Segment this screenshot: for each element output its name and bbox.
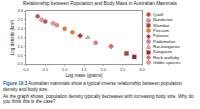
svg-text:1.0: 1.0	[62, 67, 68, 72]
svg-text:1.5: 1.5	[18, 35, 24, 40]
html-text:Potoroo: Potoroo	[153, 33, 169, 39]
svg-text:Log mass (grams): Log mass (grams)	[65, 73, 102, 78]
svg-text:0.0: 0.0	[23, 67, 29, 72]
svg-text:1.5: 1.5	[81, 67, 87, 72]
html-text:Wombat: Wombat	[153, 22, 170, 28]
svg-text:Log density (km²): Log density (km²)	[10, 19, 15, 55]
svg-text:2.5: 2.5	[18, 17, 24, 22]
svg-text:0.5: 0.5	[18, 53, 24, 58]
svg-text:2.5: 2.5	[120, 67, 126, 72]
html-text:As the graph shows, population: As the graph shows, population density t…	[3, 93, 194, 105]
svg-text:2.0: 2.0	[101, 67, 107, 72]
html-text:Kangaroo: Kangaroo	[153, 49, 172, 55]
html-text:Rock-wallaby: Rock-wallaby	[153, 54, 180, 60]
svg-text:3.0: 3.0	[18, 8, 24, 13]
svg-text:2.0: 2.0	[18, 26, 24, 31]
html-text:Possum: Possum	[153, 28, 169, 33]
html-text:Pademelon: Pademelon	[153, 38, 176, 44]
svg-text:0.0: 0.0	[18, 61, 24, 66]
svg-text:0.5: 0.5	[43, 67, 49, 72]
svg-text:1.0: 1.0	[18, 44, 24, 49]
html-text:Glider species: Glider species	[153, 60, 181, 66]
html-text:Quoll: Quoll	[153, 12, 164, 17]
html-text:Bandicoot: Bandicoot	[153, 17, 173, 23]
html-text:Figure 19.3 Australian mammals: Figure 19.3 Australian mammals show a ty…	[3, 81, 182, 92]
svg-text:Relationship between Populatio: Relationship between Population and Body…	[23, 1, 177, 6]
html-text:Rat-kangaroo: Rat-kangaroo	[153, 44, 180, 50]
svg-text:3.0: 3.0	[139, 67, 145, 72]
